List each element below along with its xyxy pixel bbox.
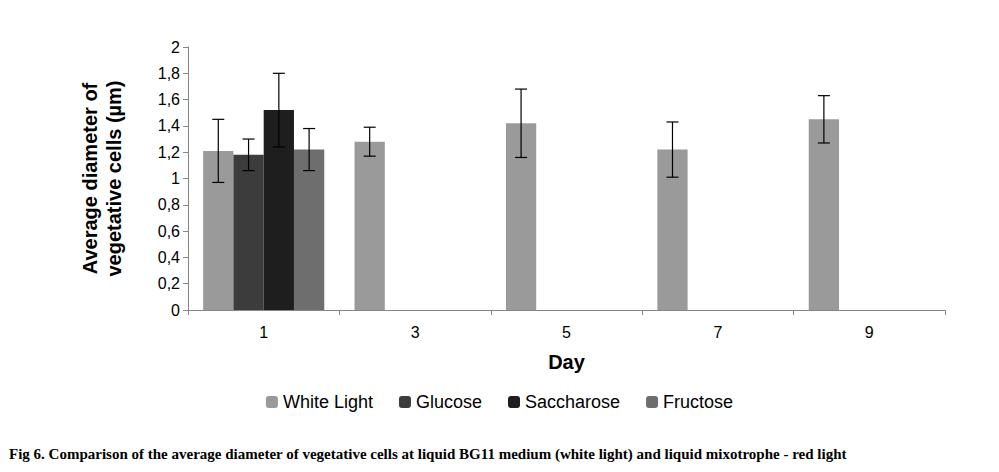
svg-text:1,6: 1,6 (158, 91, 180, 108)
svg-text:0,8: 0,8 (158, 196, 180, 213)
svg-text:9: 9 (865, 324, 874, 341)
svg-text:7: 7 (713, 324, 722, 341)
svg-text:vegetative cells (µm): vegetative cells (µm) (103, 80, 125, 276)
svg-text:1,2: 1,2 (158, 144, 180, 161)
svg-text:White Light: White Light (283, 392, 373, 412)
svg-text:Glucose: Glucose (416, 392, 482, 412)
svg-text:1: 1 (259, 324, 268, 341)
svg-text:2: 2 (171, 39, 180, 56)
svg-text:3: 3 (411, 324, 420, 341)
svg-text:1,8: 1,8 (158, 65, 180, 82)
svg-text:Saccharose: Saccharose (525, 392, 620, 412)
svg-text:1,4: 1,4 (158, 117, 180, 134)
svg-text:0,6: 0,6 (158, 223, 180, 240)
svg-text:Fig 6. Comparison of the avera: Fig 6. Comparison of the average diamete… (9, 446, 846, 463)
svg-text:0,4: 0,4 (158, 249, 180, 266)
svg-text:Average diameter of: Average diameter of (79, 82, 101, 274)
svg-text:0: 0 (171, 302, 180, 319)
svg-text:Fructose: Fructose (663, 392, 733, 412)
svg-text:1: 1 (171, 170, 180, 187)
svg-text:0,2: 0,2 (158, 275, 180, 292)
svg-text:Day: Day (548, 351, 586, 373)
svg-text:5: 5 (562, 324, 571, 341)
